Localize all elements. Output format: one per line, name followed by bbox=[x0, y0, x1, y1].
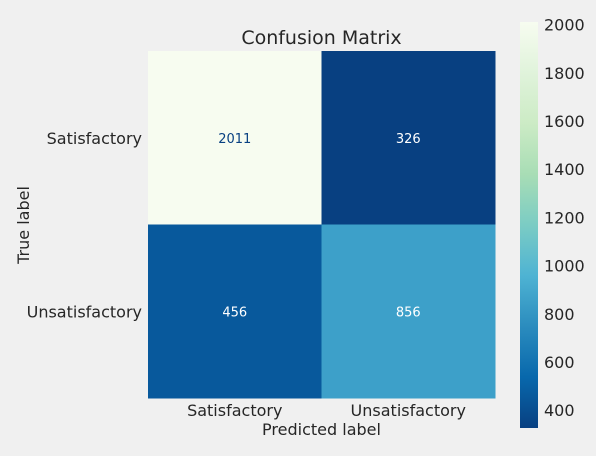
y-tick-label: Satisfactory bbox=[47, 129, 142, 148]
colorbar-tick-label: 600 bbox=[544, 353, 575, 372]
colorbar-tick-label: 1800 bbox=[544, 64, 585, 83]
x-axis-label: Predicted label bbox=[262, 420, 381, 439]
cell-value-label: 856 bbox=[396, 305, 421, 320]
colorbar-tick-label: 2000 bbox=[544, 16, 585, 35]
colorbar-tick-labels: 400 600 800 1000 1200 1400 1600 1800 2000 bbox=[544, 16, 585, 421]
chart-title: Confusion Matrix bbox=[241, 27, 401, 49]
cell-value-label: 326 bbox=[396, 132, 421, 147]
heatmap-cell bbox=[321, 224, 496, 399]
heatmap-cells bbox=[148, 51, 496, 399]
colorbar-tick-label: 1600 bbox=[544, 112, 585, 131]
y-axis-label: True label bbox=[14, 186, 33, 265]
y-tick-label: Unsatisfactory bbox=[27, 302, 142, 321]
colorbar-tick-label: 1200 bbox=[544, 208, 585, 227]
colorbar-tick-label: 400 bbox=[544, 401, 575, 420]
y-tick-labels: Satisfactory Unsatisfactory bbox=[27, 129, 142, 322]
heatmap-cell bbox=[148, 224, 322, 399]
x-tick-labels: Satisfactory Unsatisfactory bbox=[187, 401, 466, 420]
colorbar bbox=[520, 22, 538, 428]
colorbar-tick-label: 1000 bbox=[544, 257, 585, 276]
cell-value-label: 456 bbox=[222, 305, 247, 320]
colorbar-tick-label: 800 bbox=[544, 305, 575, 324]
cell-value-label: 2011 bbox=[218, 132, 251, 147]
colorbar-tick-label: 1400 bbox=[544, 160, 585, 179]
x-tick-label: Satisfactory bbox=[187, 401, 282, 420]
cell-value-labels: 2011 326 456 856 bbox=[218, 132, 420, 321]
x-tick-label: Unsatisfactory bbox=[351, 401, 466, 420]
heatmap-cell bbox=[148, 51, 322, 225]
heatmap-cell bbox=[321, 51, 496, 225]
